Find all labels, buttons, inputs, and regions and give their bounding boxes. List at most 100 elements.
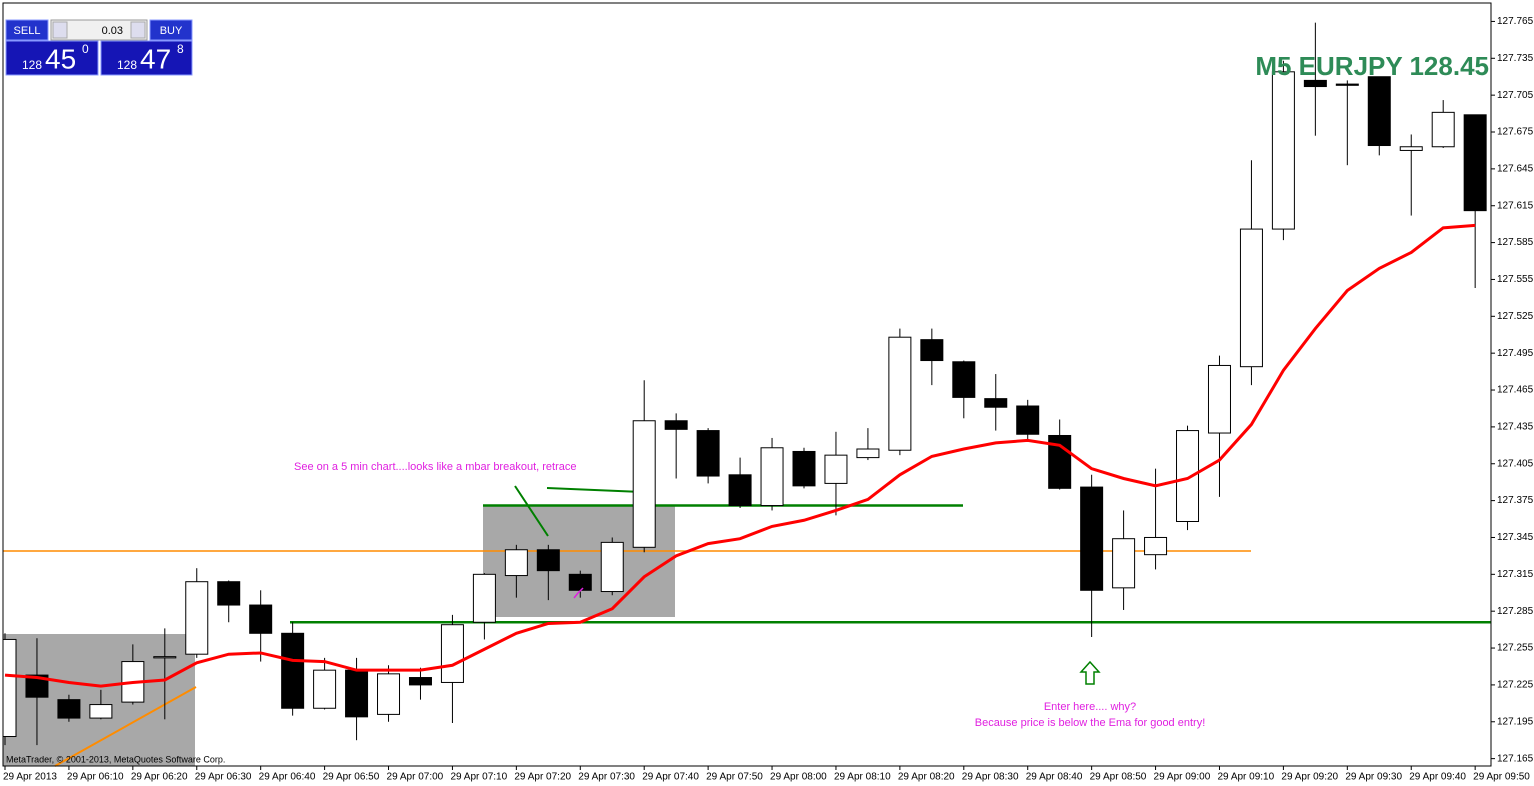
candles [2,22,1487,746]
bull-body [153,656,177,659]
ask-box[interactable] [100,40,193,76]
y-tick-label: 127.585 [1497,237,1534,248]
x-tick-label: 29 Apr 06:50 [323,772,380,783]
y-tick-label: 127.645 [1497,164,1534,175]
bear-body [536,549,560,572]
bid-small: 0 [82,42,89,56]
bull-body [1207,364,1231,434]
bull-body [632,420,656,548]
annotation: See on a 5 min chart....looks like a mba… [294,461,576,473]
x-tick-label: 29 Apr 08:20 [898,772,955,783]
bull-body [1176,430,1200,522]
range-box [3,634,195,766]
annotation: Because price is below the Ema for good … [975,717,1206,729]
bull-body [824,454,848,484]
bull-body [1144,536,1168,556]
up-arrow [1079,660,1101,685]
bear-body [281,632,305,709]
bear-body [792,450,816,487]
bear-body [249,604,273,634]
x-tick-label: 29 Apr 2013 [3,772,57,783]
y-tick-label: 127.225 [1497,680,1534,691]
ask-big: 128 [117,58,137,72]
y-tick-label: 127.675 [1497,127,1534,138]
bull-body [1239,228,1263,368]
y-tick-label: 127.495 [1497,348,1534,359]
bear-body [952,361,976,398]
y-tick-label: 127.765 [1497,16,1534,27]
bear-body [696,430,720,477]
bull-body [1112,538,1136,589]
y-tick-label: 127.735 [1497,53,1534,64]
y-tick-label: 127.705 [1497,90,1534,101]
x-tick-label: 29 Apr 08:50 [1090,772,1147,783]
y-tick-label: 127.315 [1497,569,1534,580]
ask-main: 47 [140,43,171,74]
bid-box[interactable] [5,40,99,76]
x-tick-label: 29 Apr 07:10 [450,772,507,783]
y-tick-label: 127.405 [1497,458,1534,469]
bear-body [1367,76,1391,147]
bear-body [568,573,592,591]
bear-body [728,474,752,507]
x-tick-label: 29 Apr 06:40 [259,772,316,783]
bull-body [313,669,337,709]
bull-body [472,573,496,623]
x-tick-label: 29 Apr 09:00 [1154,772,1211,783]
lot-value[interactable]: 0.03 [102,25,123,37]
bull-body [89,704,113,719]
bull-body [888,336,912,451]
y-tick-label: 127.435 [1497,422,1534,433]
trend-line [514,485,549,537]
y-tick-label: 127.465 [1497,385,1534,396]
sell-label[interactable]: SELL [14,25,41,37]
spin-down[interactable] [52,21,68,39]
check-mark [573,587,584,599]
bull-body [377,673,401,715]
spin-up[interactable] [130,21,146,39]
bear-body [345,669,369,718]
buy-button[interactable] [149,19,193,41]
y-tick-label: 127.165 [1497,753,1534,764]
bear-body [217,581,241,606]
bear-body [1080,486,1104,591]
x-tick-label: 29 Apr 08:40 [1026,772,1083,783]
trend-line [546,487,644,493]
x-tick-label: 29 Apr 06:30 [195,772,252,783]
bull-body [440,624,464,683]
bear-body [984,398,1008,408]
bear-body [1335,83,1359,86]
x-tick-label: 29 Apr 07:30 [578,772,635,783]
y-tick-label: 127.555 [1497,274,1534,285]
bear-body [664,420,688,430]
x-tick-label: 29 Apr 07:50 [706,772,763,783]
x-tick-label: 29 Apr 08:00 [770,772,827,783]
x-tick-label: 29 Apr 07:00 [387,772,444,783]
bull-body [760,447,784,507]
x-tick-label: 29 Apr 06:10 [67,772,124,783]
ema-line [4,223,1476,688]
bull-body [1271,71,1295,230]
x-tick-label: 29 Apr 08:10 [834,772,891,783]
bid-big: 128 [22,58,42,72]
bear-body [25,674,49,698]
bull-body [856,448,880,459]
bear-body [920,339,944,362]
y-tick-label: 127.615 [1497,200,1534,211]
bear-body [1303,79,1327,88]
x-tick-label: 29 Apr 07:40 [642,772,699,783]
bid-main: 45 [45,43,76,74]
x-tick-label: 29 Apr 09:50 [1473,772,1530,783]
sell-button[interactable] [5,19,49,41]
buy-label[interactable]: BUY [160,25,183,37]
x-tick-label: 29 Apr 09:20 [1281,772,1338,783]
lot-spinner[interactable] [50,19,148,41]
plot-frame [2,2,1492,767]
x-tick-label: 29 Apr 06:20 [131,772,188,783]
bull-body [1431,111,1455,148]
x-tick-label: 29 Apr 09:30 [1345,772,1402,783]
trend-line [54,686,197,767]
bull-body [185,581,209,655]
